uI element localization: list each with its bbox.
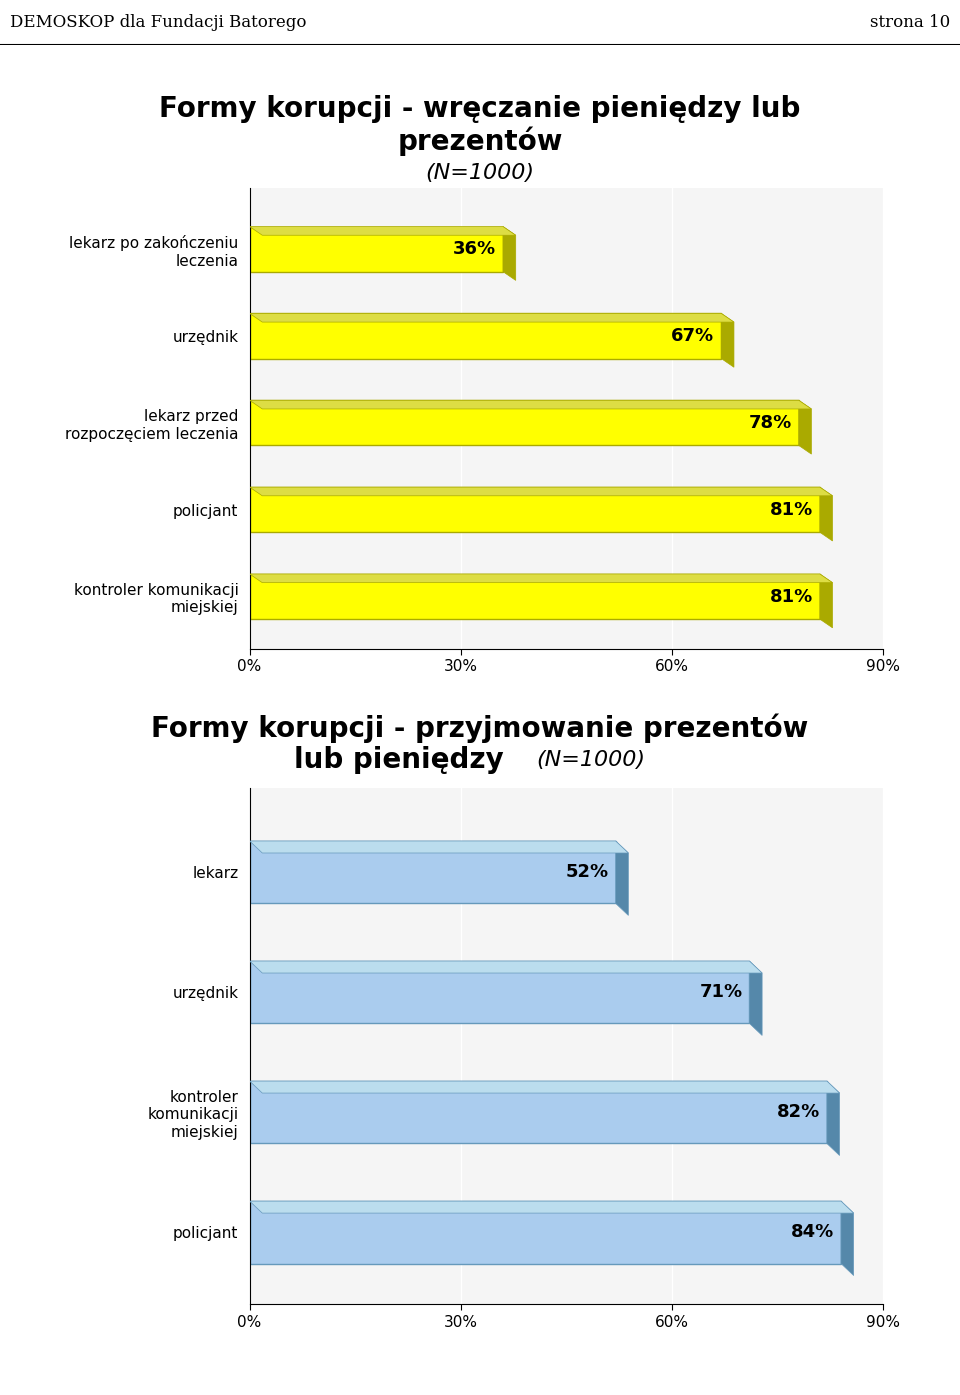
Polygon shape xyxy=(250,961,762,974)
Text: Formy korupcji - przyjmowanie prezentów: Formy korupcji - przyjmowanie prezentów xyxy=(152,713,808,744)
Bar xyxy=(250,1201,841,1264)
Polygon shape xyxy=(615,841,629,915)
Bar xyxy=(250,841,615,904)
Polygon shape xyxy=(250,226,516,236)
Text: 84%: 84% xyxy=(791,1223,834,1242)
Bar xyxy=(250,314,721,359)
Bar xyxy=(250,487,820,533)
Polygon shape xyxy=(250,314,734,322)
Text: DEMOSKOP dla Fundacji Batorego: DEMOSKOP dla Fundacji Batorego xyxy=(10,14,306,31)
Text: 81%: 81% xyxy=(770,587,813,605)
Text: strona 10: strona 10 xyxy=(870,14,950,31)
Polygon shape xyxy=(250,841,629,852)
Text: 78%: 78% xyxy=(749,414,792,432)
Text: 52%: 52% xyxy=(565,864,609,882)
Text: Formy korupcji - wręczanie pieniędzy lub: Formy korupcji - wręczanie pieniędzy lub xyxy=(159,95,801,123)
Polygon shape xyxy=(820,573,832,628)
Polygon shape xyxy=(250,400,811,409)
Bar xyxy=(250,573,820,619)
Text: 81%: 81% xyxy=(770,501,813,519)
Polygon shape xyxy=(827,1081,840,1155)
Bar xyxy=(250,961,750,1024)
Text: 67%: 67% xyxy=(671,326,714,345)
Text: 71%: 71% xyxy=(699,983,742,1002)
Polygon shape xyxy=(250,1201,853,1214)
Polygon shape xyxy=(721,314,734,367)
Polygon shape xyxy=(820,487,832,541)
Text: prezentów: prezentów xyxy=(397,126,563,156)
Polygon shape xyxy=(750,961,762,1035)
Bar xyxy=(250,400,799,445)
Text: lub pieniędzy: lub pieniędzy xyxy=(294,746,503,774)
Polygon shape xyxy=(250,1081,840,1094)
Polygon shape xyxy=(250,573,832,583)
Polygon shape xyxy=(503,226,516,280)
Text: 82%: 82% xyxy=(777,1103,820,1122)
Text: (N=1000): (N=1000) xyxy=(425,163,535,183)
Bar xyxy=(250,226,503,272)
Bar xyxy=(250,1081,827,1144)
Text: (N=1000): (N=1000) xyxy=(536,751,645,770)
Polygon shape xyxy=(799,400,811,455)
Text: 36%: 36% xyxy=(453,240,496,258)
Polygon shape xyxy=(250,487,832,495)
Polygon shape xyxy=(841,1201,853,1275)
